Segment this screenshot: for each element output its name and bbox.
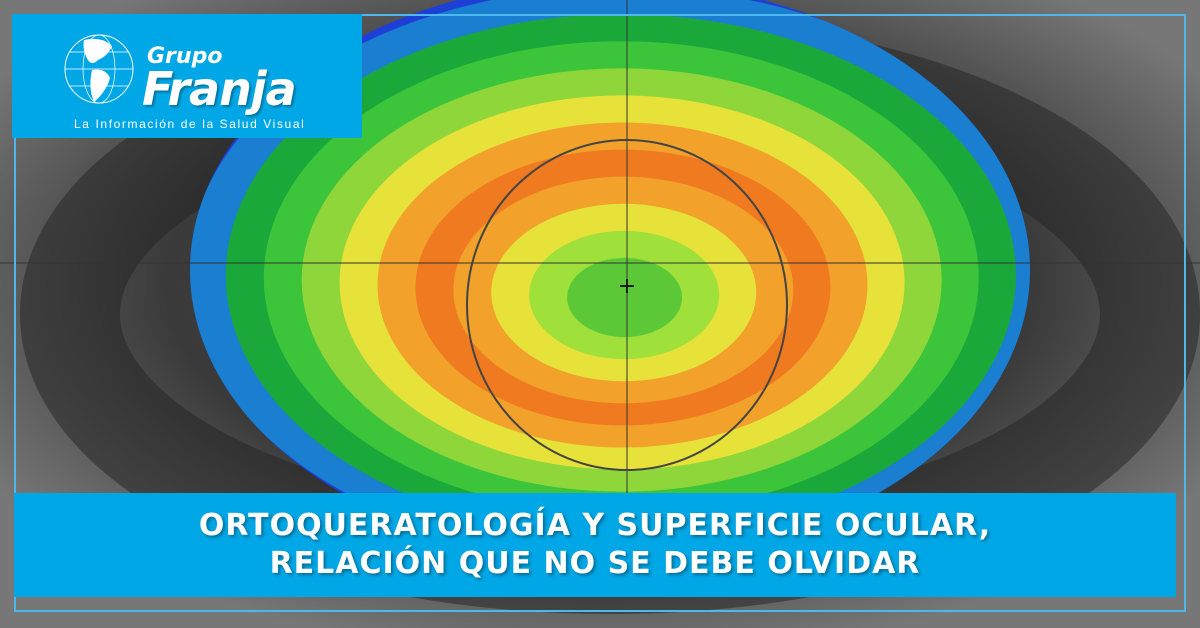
svg-text:+: + bbox=[618, 274, 636, 299]
logo-franja: Franja bbox=[142, 62, 297, 116]
logo-tagline: La Información de la Salud Visual bbox=[74, 117, 306, 131]
headline-banner: ORTOQUERATOLOGÍA Y SUPERFICIE OCULAR, RE… bbox=[14, 493, 1176, 597]
topography-ring bbox=[567, 257, 683, 338]
grupo-franja-logo: Grupo Franja La Información de la Salud … bbox=[12, 14, 362, 138]
logo-grupo: Grupo bbox=[147, 44, 223, 69]
headline-line-2: RELACIÓN QUE NO SE DEBE OLVIDAR bbox=[269, 546, 921, 581]
headline-line-1: ORTOQUERATOLOGÍA Y SUPERFICIE OCULAR, bbox=[198, 508, 992, 543]
globe-icon bbox=[64, 34, 134, 104]
